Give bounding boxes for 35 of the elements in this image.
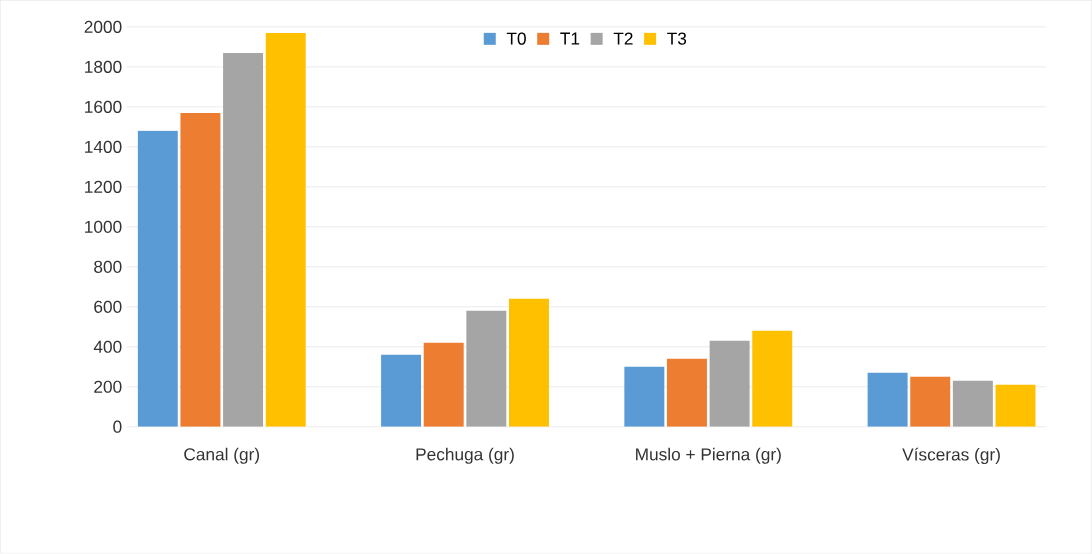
x-tick-label: Vísceras (gr) (902, 447, 1000, 465)
bar (508, 298, 549, 427)
y-tick-label: 800 (94, 260, 122, 274)
x-tick-label: Muslo + Pierna (gr) (636, 447, 781, 465)
bar (624, 366, 665, 427)
y-tick-label: 200 (94, 380, 122, 394)
y-tick-label: 1000 (85, 220, 122, 234)
legend-label: T0 (506, 32, 526, 45)
y-tick-label: 1800 (85, 60, 122, 74)
bar (752, 330, 793, 427)
y-tick-label: 0 (113, 420, 122, 434)
bar (709, 340, 750, 427)
bar (666, 358, 707, 427)
y-tick-label: 400 (93, 340, 122, 354)
x-tick-label: Canal (gr) (184, 447, 260, 465)
bar (995, 384, 1036, 427)
bar (910, 376, 951, 427)
y-tick-label: 1400 (85, 140, 122, 154)
bar (952, 380, 993, 427)
y-tick-label: 1200 (85, 180, 122, 194)
legend-label: T3 (667, 32, 687, 45)
bar (180, 113, 221, 427)
y-tick-label: 2000 (84, 21, 122, 34)
bar (423, 342, 464, 427)
bar (137, 131, 178, 427)
bar (867, 372, 908, 427)
legend-label: T2 (613, 32, 633, 45)
legend-label: T1 (560, 32, 580, 45)
bar (223, 53, 264, 427)
bar (265, 33, 306, 427)
bar (466, 310, 507, 427)
bar (381, 354, 422, 427)
y-tick-label: 600 (94, 300, 122, 314)
y-tick-label: 1600 (85, 100, 122, 114)
x-tick-label: Pechuga (gr) (416, 447, 514, 465)
